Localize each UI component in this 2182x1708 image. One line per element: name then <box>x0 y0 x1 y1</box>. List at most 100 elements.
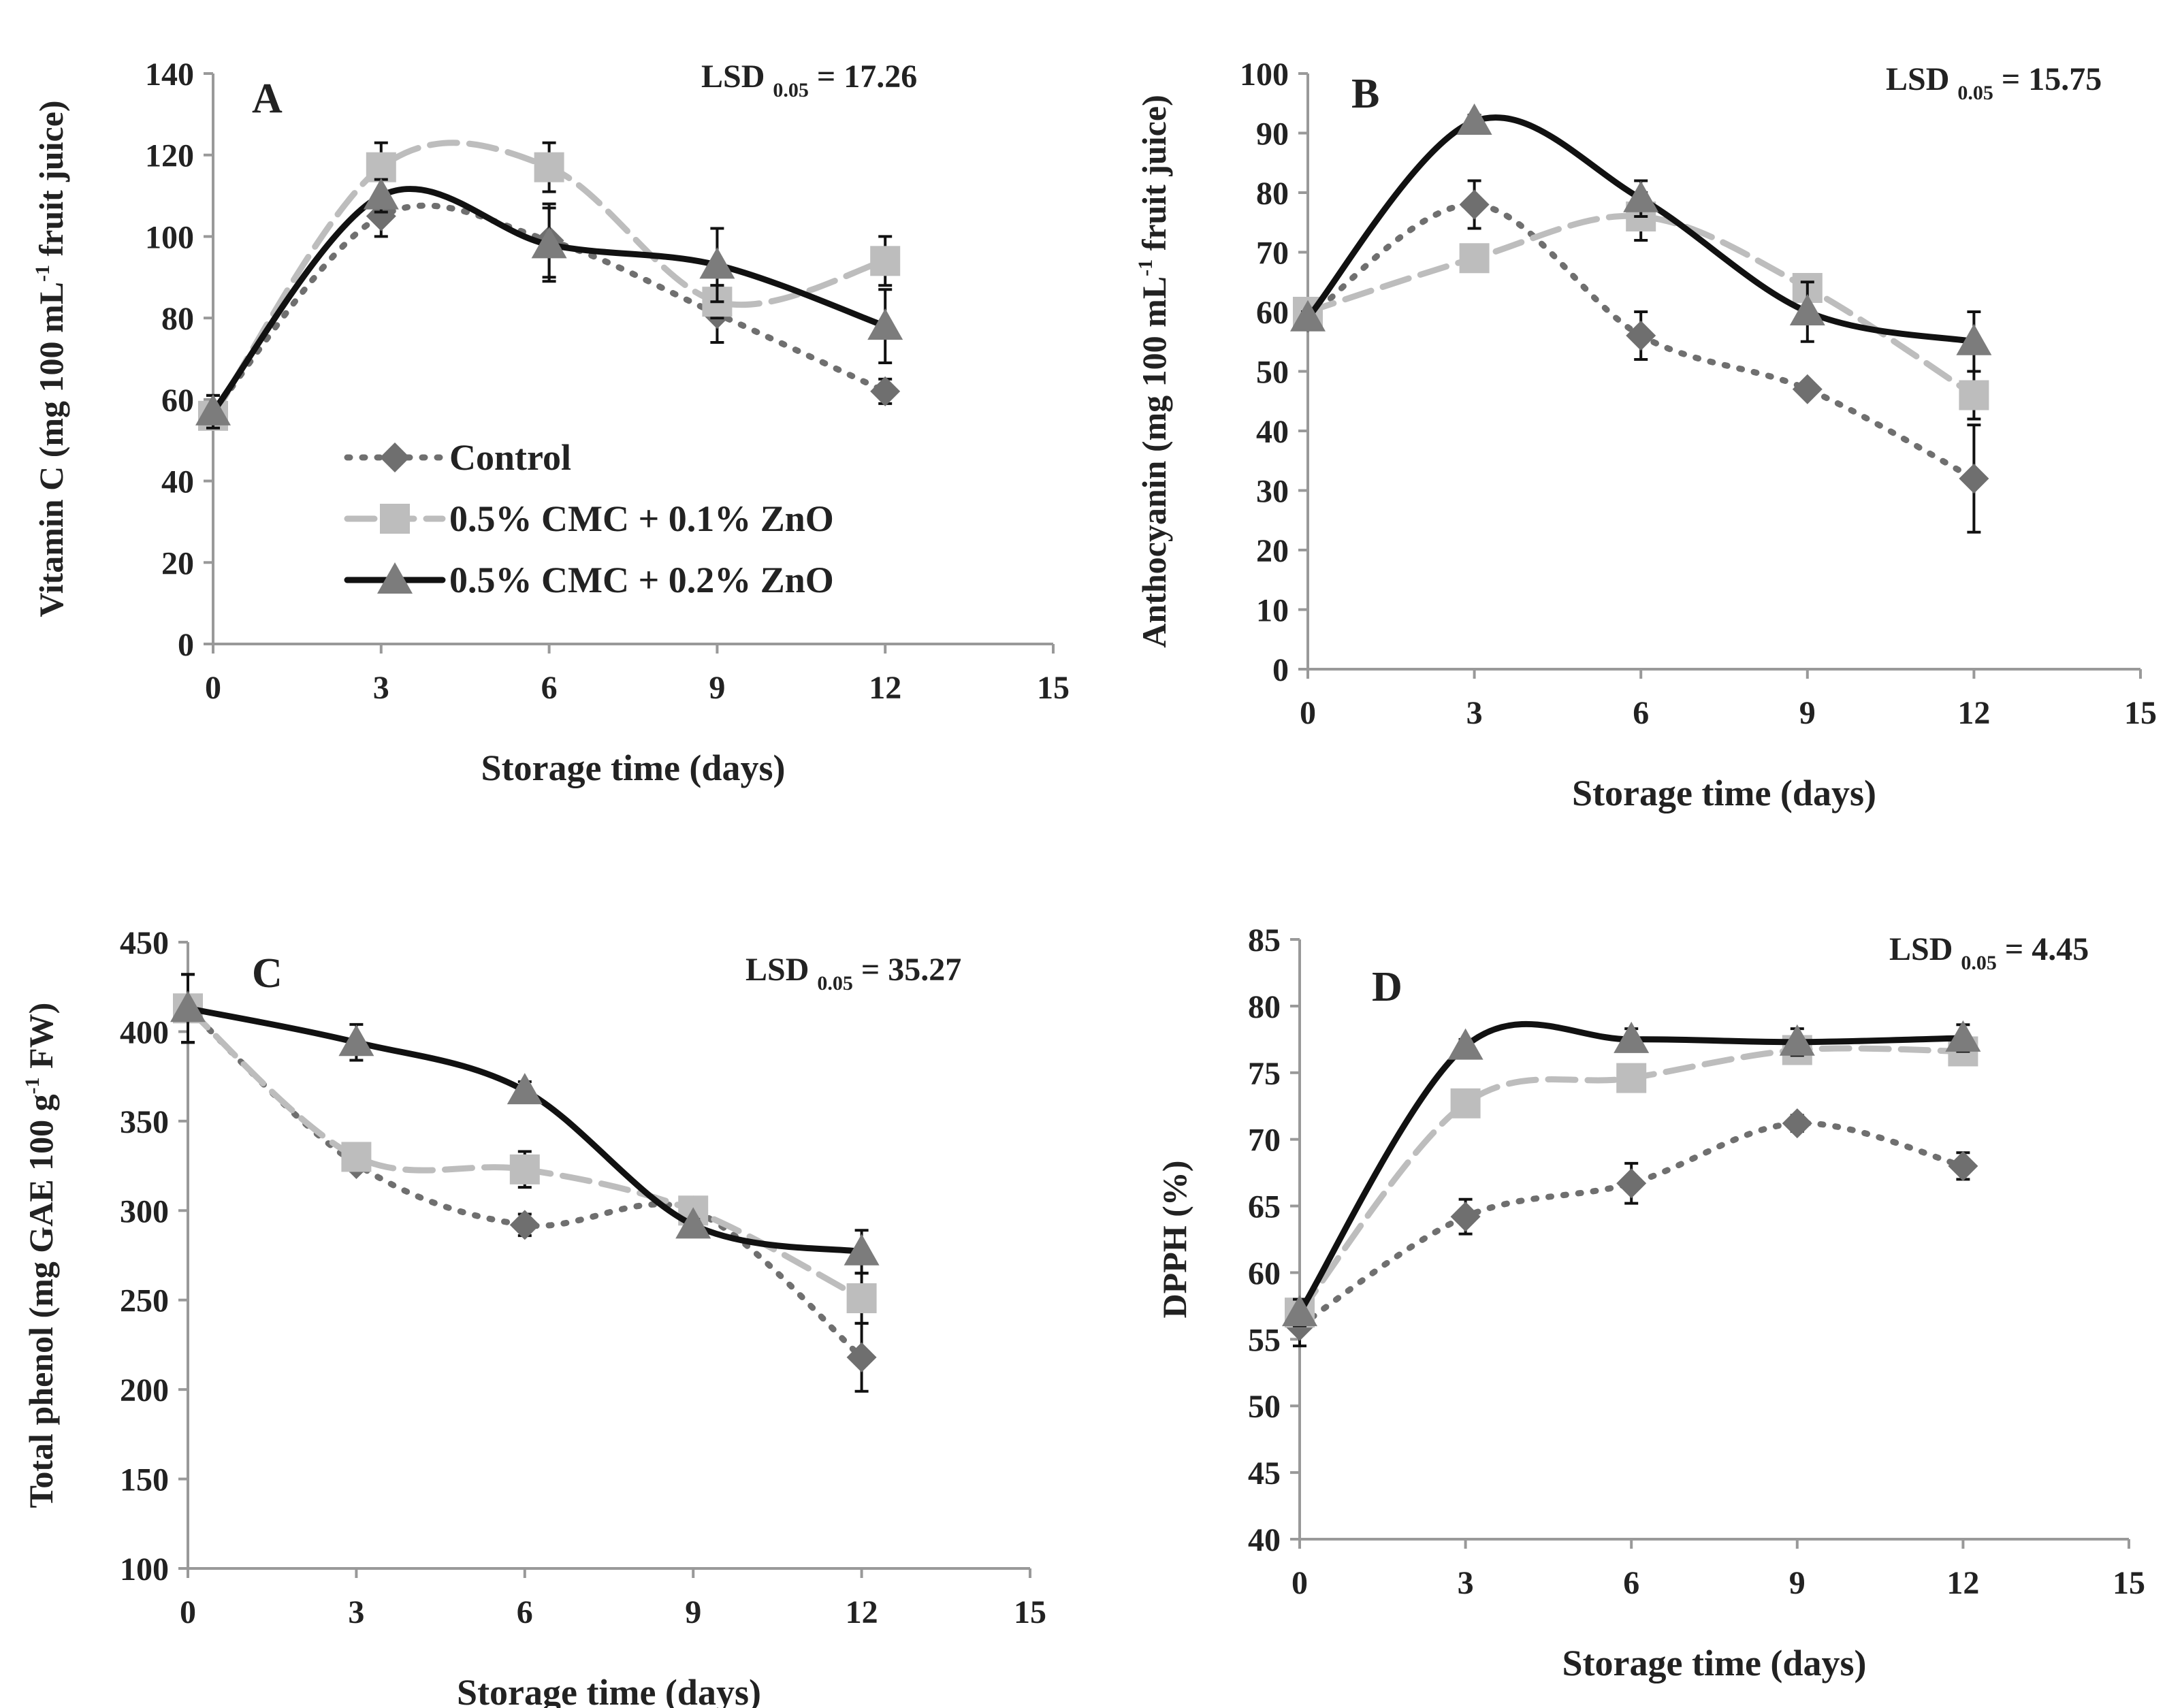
chart-panel-C: 100 150 200 250 300 350 400 450 0 3 6 9 12 15 Storage … <box>21 925 1046 1708</box>
y-tick-label: 75 <box>1248 1056 1281 1092</box>
x-tick-label: 0 <box>180 1594 196 1630</box>
y-tick-label: 70 <box>1248 1123 1281 1159</box>
series-line <box>1304 212 1977 398</box>
x-tick-label: 3 <box>373 670 389 706</box>
lsd-value: = 35.27 <box>853 952 961 988</box>
series-2 <box>1290 103 1992 373</box>
lsd-text: LSD <box>745 952 817 988</box>
data-point <box>699 247 735 279</box>
x-tick-label: 3 <box>348 1594 364 1630</box>
legend: Control 0.5% CMC + 0.1% ZnO 0.5% CMC + 0.2… <box>344 437 834 600</box>
data-point <box>509 1210 540 1240</box>
series-line <box>184 1005 865 1302</box>
series-line <box>210 186 888 415</box>
y-tick-label: 50 <box>1256 355 1289 391</box>
data-point <box>507 1073 543 1105</box>
x-axis-label: Storage time (days) <box>481 747 786 788</box>
y-label-text: Anthocyanin (mg 100 mL <box>1135 276 1173 648</box>
y-axis-label: Total phenol (mg GAE 100 g-1 FW) <box>21 1003 60 1509</box>
x-tick-label: 6 <box>517 1594 533 1630</box>
lsd-subscript: 0.05 <box>1957 82 1993 104</box>
x-tick-label: 0 <box>1300 695 1316 731</box>
data-point <box>1282 1295 1317 1327</box>
y-label-text: FW) <box>22 1003 60 1078</box>
data-point <box>846 1342 877 1372</box>
y-tick-label: 100 <box>120 1551 169 1588</box>
y-label-text: Vitamin C (mg 100 mL <box>32 282 70 617</box>
chart-panel-B: 0 10 20 30 40 50 60 70 80 90 100 0 3 6 9 12 15 Storage ti… <box>1134 57 2157 813</box>
y-tick-label: 100 <box>145 219 194 255</box>
data-point <box>1447 1028 1483 1060</box>
x-tick-label: 15 <box>1014 1594 1046 1630</box>
data-point <box>1459 189 1490 220</box>
data-point <box>1959 380 1989 410</box>
y-label-superscript: -1 <box>21 1077 44 1094</box>
lsd-annotation: LSD 0.05 = 35.27 <box>745 952 961 995</box>
y-tick-label: 150 <box>120 1462 169 1498</box>
legend-marker <box>380 442 410 472</box>
legend-marker <box>377 562 413 594</box>
data-point <box>867 308 903 340</box>
y-tick-label: 30 <box>1256 474 1289 510</box>
series-0 <box>1285 1108 1978 1348</box>
y-tick-label: 400 <box>120 1014 169 1050</box>
panel-letter: C <box>252 950 283 997</box>
legend-label: Control <box>449 437 571 478</box>
y-tick-label: 20 <box>1256 533 1289 569</box>
y-tick-label: 40 <box>1248 1522 1281 1558</box>
y-tick-label: 60 <box>161 383 194 419</box>
x-tick-label: 9 <box>709 670 725 706</box>
y-tick-label: 0 <box>1272 652 1289 688</box>
x-tick-label: 12 <box>846 1594 878 1630</box>
data-point <box>870 246 901 276</box>
data-point <box>1945 1020 1981 1052</box>
data-point <box>1779 1024 1815 1056</box>
data-point <box>1792 374 1823 404</box>
data-point <box>1956 323 1992 355</box>
legend-marker <box>380 504 410 534</box>
y-label-text: fruit juice) <box>1135 95 1173 259</box>
y-tick-label: 60 <box>1256 295 1289 331</box>
x-tick-label: 6 <box>541 670 558 706</box>
data-point <box>1450 1088 1481 1118</box>
series-line <box>1304 114 1977 345</box>
series-line <box>1296 1020 1966 1316</box>
data-point <box>195 393 231 425</box>
x-tick-label: 12 <box>1957 695 1990 731</box>
x-axis-label: Storage time (days) <box>1562 1643 1867 1683</box>
y-tick-label: 60 <box>1248 1255 1281 1291</box>
x-tick-label: 6 <box>1633 695 1649 731</box>
y-tick-label: 100 <box>1240 57 1289 93</box>
y-tick-label: 50 <box>1248 1389 1281 1425</box>
x-tick-label: 15 <box>1037 670 1070 706</box>
lsd-text: LSD <box>1886 61 1957 97</box>
y-tick-label: 85 <box>1248 922 1281 958</box>
y-tick-label: 55 <box>1248 1322 1281 1358</box>
x-tick-label: 6 <box>1623 1565 1639 1601</box>
y-tick-label: 350 <box>120 1104 169 1140</box>
y-tick-label: 120 <box>145 138 194 174</box>
data-point <box>1450 1202 1481 1232</box>
data-point <box>341 1142 372 1172</box>
y-tick-label: 45 <box>1248 1455 1281 1492</box>
legend-item: 0.5% CMC + 0.2% ZnO <box>344 560 834 600</box>
x-axis-label: Storage time (days) <box>457 1672 761 1708</box>
series-2 <box>170 973 880 1275</box>
lsd-annotation: LSD 0.05 = 17.26 <box>701 59 917 101</box>
y-tick-label: 0 <box>178 627 194 663</box>
x-tick-label: 15 <box>2113 1565 2145 1601</box>
panel-letter: B <box>1351 71 1379 117</box>
x-tick-label: 0 <box>205 670 221 706</box>
x-tick-label: 15 <box>2124 695 2157 731</box>
lsd-text: LSD <box>701 59 773 95</box>
y-label-superscript: -1 <box>31 265 54 282</box>
x-tick-label: 3 <box>1458 1565 1474 1601</box>
y-tick-label: 250 <box>120 1283 169 1319</box>
series-2 <box>195 178 903 430</box>
y-tick-label: 300 <box>120 1193 169 1229</box>
y-label-superscript: -1 <box>1134 259 1157 276</box>
legend-item: 0.5% CMC + 0.1% ZnO <box>344 498 834 539</box>
series-line <box>1296 1120 1966 1330</box>
data-point <box>509 1154 540 1185</box>
data-point <box>844 1234 880 1266</box>
